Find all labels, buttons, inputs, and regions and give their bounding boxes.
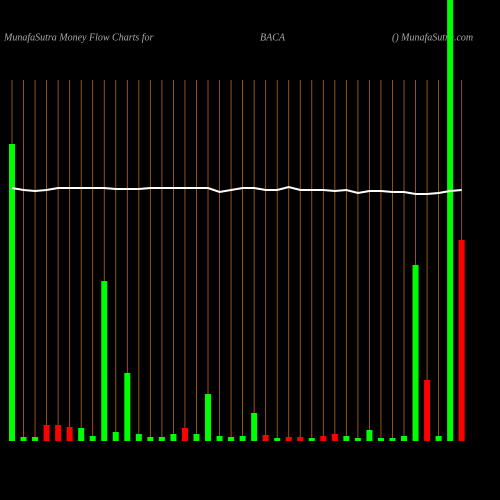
bar: [389, 438, 396, 441]
bar: [401, 436, 408, 441]
money-flow-line: [11, 185, 462, 195]
bar: [181, 428, 188, 441]
bar: [170, 434, 177, 441]
chart-title: MunafaSutra Money Flow Charts for: [3, 32, 154, 43]
bar: [147, 437, 154, 441]
bar: [124, 373, 131, 441]
bar: [331, 434, 338, 441]
site-note: () MunafaSutra.com: [392, 32, 473, 43]
bar: [239, 436, 246, 441]
bar: [354, 438, 361, 441]
bar: [32, 437, 39, 441]
plot-area: [9, 0, 465, 441]
bar: [274, 438, 281, 441]
bar: [78, 428, 85, 441]
bar: [366, 430, 373, 441]
bar: [424, 380, 431, 441]
bar: [447, 0, 454, 441]
bar: [9, 144, 15, 441]
bar: [112, 432, 119, 441]
bar: [205, 394, 212, 441]
bar: [216, 436, 223, 441]
bar: [193, 434, 200, 441]
bar: [101, 281, 108, 441]
bar: [343, 436, 350, 441]
bar: [66, 427, 73, 441]
bar: [55, 425, 62, 441]
bar: [285, 437, 292, 441]
bar: [297, 437, 304, 441]
bar: [135, 434, 142, 441]
bar: [89, 436, 96, 441]
bar: [251, 413, 258, 441]
bar: [308, 438, 315, 441]
ticker: BACA: [260, 32, 286, 43]
bar: [158, 437, 165, 441]
bar: [20, 437, 27, 441]
bar: [262, 435, 269, 441]
bar: [377, 438, 384, 441]
bar: [320, 436, 327, 441]
bar: [412, 265, 419, 441]
bar: [458, 240, 465, 441]
bar: [435, 436, 442, 441]
bar: [228, 437, 235, 441]
bar: [43, 425, 50, 441]
